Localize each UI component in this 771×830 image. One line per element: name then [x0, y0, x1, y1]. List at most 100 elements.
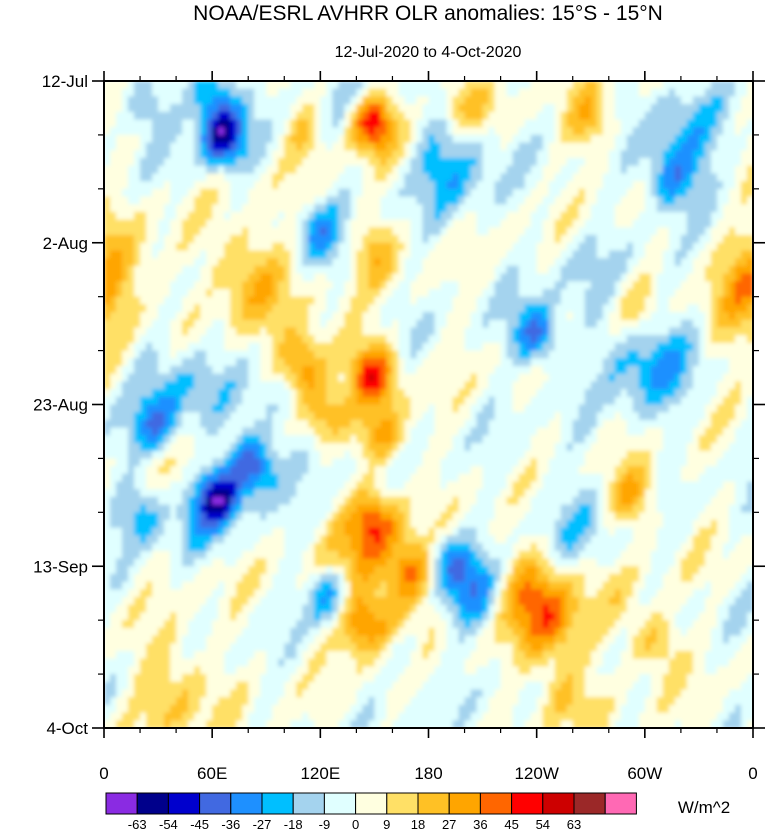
field-cell — [116, 304, 123, 313]
field-cell — [260, 188, 267, 198]
field-cell — [206, 204, 213, 213]
field-cell — [116, 342, 123, 352]
field-cell — [188, 188, 195, 198]
field-cell — [212, 258, 219, 267]
field-cell — [122, 219, 129, 228]
field-cell — [452, 142, 460, 151]
field-cell — [650, 319, 658, 329]
field-cell — [632, 127, 640, 136]
field-cell — [320, 111, 327, 121]
field-cell — [458, 204, 466, 213]
field-cell — [356, 419, 363, 429]
field-cell — [434, 150, 442, 159]
field-cell — [122, 258, 129, 267]
field-cell — [332, 389, 339, 398]
field-cell — [128, 381, 135, 390]
field-cell — [362, 211, 370, 221]
field-cell — [710, 235, 718, 244]
field-cell — [518, 427, 526, 436]
field-cell — [296, 96, 303, 105]
field-cell — [410, 134, 418, 144]
field-cell — [518, 327, 526, 336]
field-cell — [638, 288, 646, 298]
field-cell — [548, 404, 556, 413]
field-cell — [590, 258, 598, 267]
field-cell — [704, 327, 712, 336]
field-cell — [680, 304, 688, 313]
field-cell — [530, 119, 538, 128]
field-cell — [734, 111, 742, 121]
field-cell — [428, 204, 436, 213]
field-cell — [650, 342, 658, 352]
field-cell — [536, 104, 544, 113]
field-cell — [524, 327, 532, 336]
field-cell — [536, 373, 544, 382]
field-cell — [524, 219, 532, 228]
field-cell — [470, 111, 478, 121]
field-cell — [632, 342, 640, 352]
field-cell — [224, 119, 231, 128]
field-cell — [530, 373, 538, 382]
field-cell — [326, 158, 333, 167]
field-cell — [740, 281, 748, 290]
field-cell — [710, 127, 718, 136]
field-cell — [656, 88, 664, 97]
field-cell — [470, 81, 478, 90]
field-cell — [608, 427, 616, 436]
field-cell — [332, 342, 339, 352]
field-cell — [170, 196, 177, 205]
field-cell — [452, 150, 460, 159]
field-cell — [386, 273, 394, 282]
field-cell — [122, 173, 129, 182]
field-cell — [272, 296, 279, 305]
field-cell — [554, 427, 562, 436]
field-cell — [656, 288, 664, 298]
field-cell — [734, 273, 742, 282]
field-cell — [464, 242, 472, 252]
field-cell — [452, 381, 460, 390]
field-cell — [290, 227, 297, 236]
field-cell — [218, 350, 225, 359]
field-cell — [512, 204, 520, 213]
field-cell — [668, 204, 676, 213]
field-cell — [542, 181, 550, 190]
field-cell — [110, 396, 117, 406]
field-cell — [488, 142, 496, 151]
field-cell — [398, 265, 406, 275]
field-cell — [236, 412, 243, 421]
field-cell — [410, 381, 418, 390]
field-cell — [524, 412, 532, 421]
field-cell — [446, 427, 454, 436]
field-cell — [182, 119, 189, 128]
field-cell — [254, 404, 261, 413]
field-cell — [140, 196, 147, 205]
field-cell — [566, 350, 574, 359]
field-cell — [608, 373, 616, 382]
field-cell — [566, 204, 574, 213]
field-cell — [674, 288, 682, 298]
field-cell — [266, 258, 273, 267]
field-cell — [320, 335, 327, 344]
field-cell — [440, 350, 448, 359]
field-cell — [584, 96, 592, 105]
field-cell — [722, 304, 730, 313]
field-cell — [248, 419, 255, 429]
field-cell — [602, 358, 610, 367]
field-cell — [566, 396, 574, 406]
field-cell — [482, 373, 490, 382]
field-cell — [158, 81, 165, 90]
field-cell — [710, 419, 718, 429]
field-cell — [716, 288, 724, 298]
field-cell — [428, 111, 436, 121]
field-cell — [590, 227, 598, 236]
field-cell — [542, 404, 550, 413]
field-cell — [104, 373, 111, 382]
field-cell — [620, 81, 628, 90]
field-cell — [368, 265, 376, 275]
field-cell — [428, 119, 436, 128]
field-cell — [278, 196, 285, 205]
field-cell — [530, 204, 538, 213]
field-cell — [524, 342, 532, 352]
field-cell — [122, 188, 129, 198]
field-cell — [308, 119, 315, 128]
